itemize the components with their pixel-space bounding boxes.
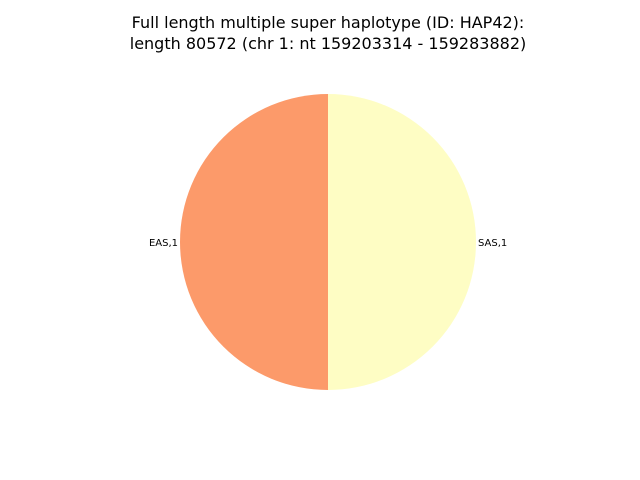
pie-label-sas: SAS,1 — [478, 238, 507, 249]
chart-title-line-2: length 80572 (chr 1: nt 159203314 - 1592… — [129, 34, 527, 53]
chart-title-line-1: Full length multiple super haplotype (ID… — [131, 13, 525, 32]
pie-slice-eas — [180, 94, 328, 390]
pie-slice-sas — [328, 94, 476, 390]
chart-title: Full length multiple super haplotype (ID… — [0, 12, 640, 54]
pie-label-eas: EAS,1 — [149, 238, 178, 249]
